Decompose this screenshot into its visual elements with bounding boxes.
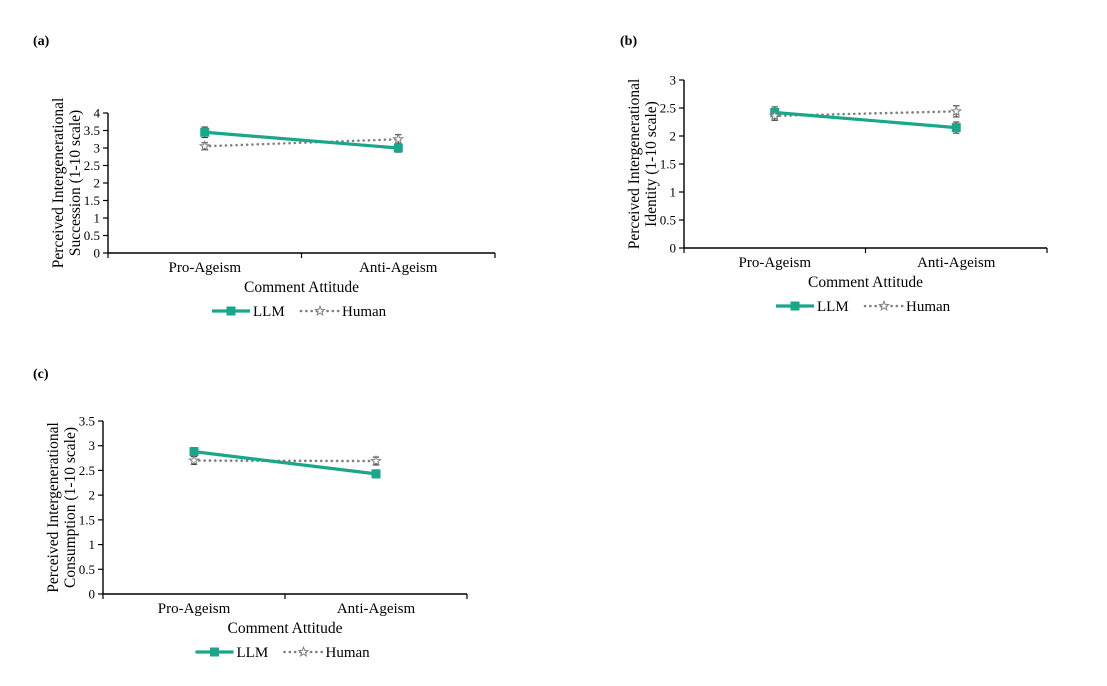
human-marker-star xyxy=(198,140,211,152)
human-series-line xyxy=(773,110,958,118)
legend-human-marker xyxy=(297,645,310,658)
y-tick-label: 0 xyxy=(670,241,677,256)
llm-marker-square xyxy=(393,143,403,153)
y-axis-title: Perceived Intergenerational xyxy=(50,98,67,269)
llm-marker-square xyxy=(951,123,961,133)
y-tick-label: 0.5 xyxy=(84,228,100,243)
llm-marker-square xyxy=(200,127,210,137)
legend-llm-marker xyxy=(790,301,800,311)
x-category-label: Anti-Ageism xyxy=(359,260,438,276)
legend-human-label: Human xyxy=(342,304,387,320)
x-category-label: Pro-Ageism xyxy=(739,255,812,271)
y-tick-label: 2 xyxy=(94,176,101,191)
y-tick-label: 1.5 xyxy=(79,512,95,527)
panel-label: (b) xyxy=(620,34,637,49)
llm-marker-square xyxy=(371,469,381,479)
y-axis-title: Identity (1-10 scale) xyxy=(643,101,660,227)
legend-human-label: Human xyxy=(906,299,951,315)
human-marker-star xyxy=(392,133,405,145)
y-tick-label: 2 xyxy=(670,129,677,144)
y-axis-title: Perceived Intergenerational xyxy=(45,422,62,593)
panel-label: (c) xyxy=(33,367,49,382)
x-category-label: Pro-Ageism xyxy=(169,260,242,276)
y-tick-label: 2 xyxy=(89,488,96,503)
y-axis-title: Succession (1-10 scale) xyxy=(67,110,84,256)
y-tick-label: 1 xyxy=(89,537,96,552)
y-tick-label: 1.5 xyxy=(84,193,100,208)
chart-consumption-svg: (c) 0 0.5 1 1.5 2 2.5 3 3.5 Pro-Ageism Anti-Ageism… xyxy=(33,367,468,661)
x-category-label: Pro-Ageism xyxy=(158,601,231,617)
y-tick-label: 2.5 xyxy=(79,463,95,478)
y-tick-label: 3.5 xyxy=(79,414,95,429)
chart-succession-svg: (a) 0 0.5 1 1.5 2 2.5 3 3.5 4 Pro-Ageism Anti-Ageis… xyxy=(33,34,496,320)
y-axis-title: Perceived Intergenerational xyxy=(626,79,643,250)
legend-llm-marker xyxy=(226,306,236,316)
chart-identity-svg: (b) 0 0.5 1 1.5 2 2.5 3 Pro-Ageism Anti-Ageism Com… xyxy=(620,34,1048,315)
legend-llm-label: LLM xyxy=(253,304,285,320)
legend-llm-label: LLM xyxy=(237,645,269,661)
human-marker-star xyxy=(950,105,963,117)
y-tick-label: 0.5 xyxy=(79,562,95,577)
legend-llm-label: LLM xyxy=(817,299,849,315)
llm-series-line xyxy=(774,110,957,130)
human-marker-star xyxy=(370,454,382,467)
human-marker-star xyxy=(188,454,200,466)
y-tick-label: 1 xyxy=(94,211,101,226)
y-tick-label: 1.5 xyxy=(660,157,676,172)
y-tick-label: 0 xyxy=(89,587,96,602)
y-tick-label: 3 xyxy=(89,438,96,453)
x-axis-title: Comment Attitude xyxy=(808,274,923,291)
x-category-label: Anti-Ageism xyxy=(337,601,416,617)
y-tick-label: 0 xyxy=(94,246,101,261)
llm-series-line xyxy=(204,130,399,150)
legend-llm-marker xyxy=(210,647,219,657)
y-tick-label: 2.5 xyxy=(660,101,676,116)
chart-identity: (b) 0 0.5 1 1.5 2 2.5 3 Pro-Ageism Anti-Ageism Com… xyxy=(554,0,1107,350)
llm-series-line xyxy=(193,450,377,476)
x-axis-title: Comment Attitude xyxy=(244,279,359,296)
y-tick-label: 1 xyxy=(670,185,677,200)
y-tick-label: 3 xyxy=(94,141,101,156)
y-tick-label: 3 xyxy=(670,73,677,88)
panel-label: (a) xyxy=(33,34,50,49)
legend-human-marker xyxy=(314,304,326,317)
x-category-label: Anti-Ageism xyxy=(917,255,996,271)
y-tick-label: 4 xyxy=(94,106,101,121)
x-axis-title: Comment Attitude xyxy=(228,620,343,637)
human-marker-star xyxy=(768,109,781,121)
y-tick-label: 3.5 xyxy=(84,123,100,138)
llm-marker-square xyxy=(189,447,199,457)
chart-consumption: (c) 0 0.5 1 1.5 2 2.5 3 3.5 Pro-Ageism Anti-Ageism… xyxy=(0,345,553,686)
y-axis-title: Consumption (1-10 scale) xyxy=(62,427,79,588)
legend-human-label: Human xyxy=(326,645,371,661)
chart-succession: (a) 0 0.5 1 1.5 2 2.5 3 3.5 4 Pro-Ageism Anti-Ageis… xyxy=(0,0,553,350)
human-series-line xyxy=(203,137,400,148)
y-tick-label: 0.5 xyxy=(660,213,676,228)
legend-human-marker xyxy=(878,299,890,312)
y-tick-label: 2.5 xyxy=(84,158,100,173)
